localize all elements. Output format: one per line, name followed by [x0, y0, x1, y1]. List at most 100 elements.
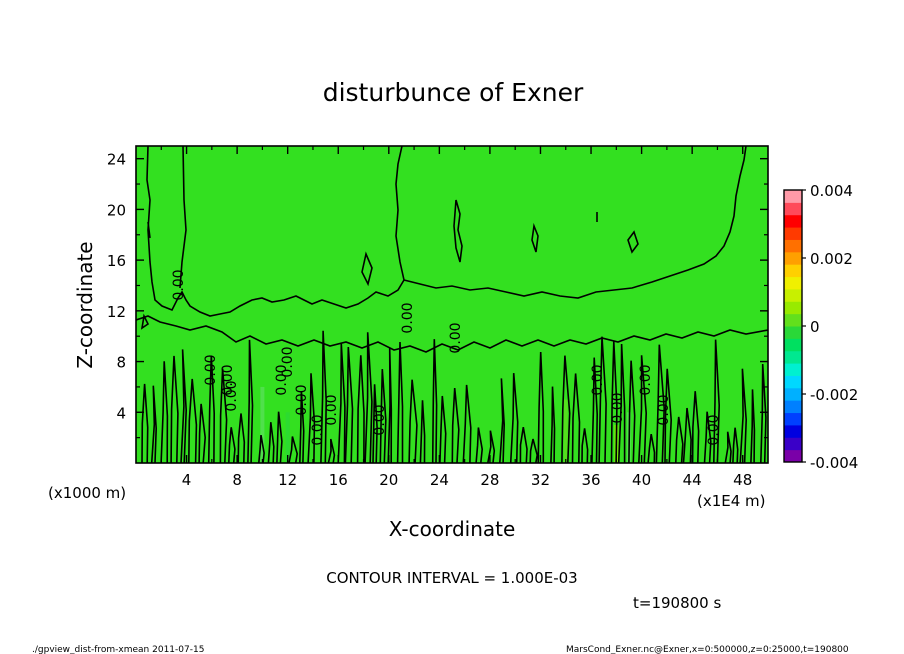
colorbar-cell	[784, 190, 802, 203]
contour-loop	[732, 427, 739, 463]
contour-loop	[150, 385, 158, 463]
contour-loop	[739, 368, 748, 463]
contour-label: 0.00	[610, 392, 626, 423]
contour-loop	[267, 422, 275, 463]
contour-labels: 0.000.00 0.000.000.000.000.000.000.00 0.00…	[171, 269, 722, 445]
contour-loop	[760, 363, 767, 463]
contour-loop	[198, 403, 207, 463]
contour-loop	[364, 332, 373, 463]
contour-label: 0.00	[224, 380, 240, 411]
contour-loop	[439, 395, 447, 463]
colorbar-label: 0	[810, 318, 820, 336]
colorbar-cell	[784, 251, 802, 265]
contour-loop	[617, 343, 626, 463]
contour-loop	[408, 379, 418, 463]
contour-loop	[610, 341, 618, 463]
contour-loop	[307, 373, 316, 463]
y-tick-label: 12	[107, 303, 126, 321]
contour-lines	[136, 146, 768, 353]
contour-label: 0.00	[280, 346, 296, 377]
contour-loop	[682, 407, 692, 463]
colorbar-cell	[784, 449, 802, 463]
chart-title: disturbunce of Exner	[323, 78, 584, 107]
y-tick-label: 24	[107, 151, 126, 169]
contour-loop	[628, 360, 636, 463]
contour-interval: CONTOUR INTERVAL = 1.000E-03	[326, 569, 577, 587]
contour-loop	[219, 368, 228, 463]
colorbar-label: -0.004	[810, 454, 858, 472]
colorbar-cell	[784, 400, 802, 414]
contour-label: 0.00	[448, 322, 464, 353]
contour-loop	[571, 373, 581, 463]
field-patch	[285, 412, 290, 463]
contour-loop	[519, 426, 528, 463]
y-tick-label: 4	[116, 404, 126, 422]
x-tick-label: 40	[632, 471, 651, 489]
contour-loop	[537, 351, 545, 463]
x-tick-label: 8	[232, 471, 242, 489]
field-patch	[260, 386, 265, 463]
contour-label: 0.00	[590, 364, 606, 395]
contour-loop	[462, 384, 472, 463]
colorbar-cell	[784, 227, 802, 240]
contour-loop	[475, 427, 484, 463]
contour-loop	[228, 427, 236, 463]
contour-loop	[713, 339, 721, 463]
contour-loop	[581, 428, 589, 463]
contour-loop	[509, 373, 519, 463]
contour-loop	[724, 431, 732, 463]
contour-loop	[160, 361, 169, 463]
contour-loop	[647, 433, 656, 463]
colorbar-cell	[784, 363, 802, 376]
contour-loop	[691, 391, 700, 463]
y-axis-title: Z-coordinate	[73, 241, 97, 368]
contour-loop	[288, 436, 299, 463]
contour-loop	[675, 416, 684, 463]
contour-loop	[655, 344, 666, 463]
contour-loop	[207, 355, 216, 463]
contour-loop	[499, 378, 506, 463]
lower-contours	[141, 330, 767, 463]
contour-loop	[591, 357, 599, 463]
x-unit-label: (x1000 m)	[48, 484, 126, 502]
contour-loop	[431, 339, 438, 463]
y-tick-label: 8	[116, 354, 126, 372]
contour-label: 0.00	[706, 414, 722, 445]
x-tick-label: 4	[182, 471, 192, 489]
x-axis: 4 8 12 16 20 24 28 32 36 40 44 48	[160, 146, 752, 489]
contour-loop	[276, 411, 283, 463]
contour-loop	[638, 355, 648, 463]
colorbar-cell	[784, 350, 802, 364]
contour-loop	[141, 383, 149, 463]
field-background	[136, 146, 768, 463]
contour-loop	[664, 368, 673, 463]
contour-loop	[180, 349, 188, 463]
x-scale-label: (x1E4 m)	[697, 492, 766, 510]
y-axis: 4 8 12 16 20 24	[107, 151, 768, 439]
contour-loop	[327, 438, 336, 463]
y-tick-label: 16	[107, 252, 126, 270]
contour-label: 0.00	[310, 414, 326, 445]
colorbar-cell	[784, 338, 802, 352]
contour-loop	[258, 434, 265, 463]
contour-loop	[561, 355, 571, 463]
contour-label: 0.00	[274, 364, 290, 395]
colorbar-cell	[784, 276, 802, 290]
contour-loop	[750, 389, 756, 463]
colorbar-cell	[784, 375, 802, 389]
colorbar-cell	[784, 424, 802, 438]
colorbar-cell	[784, 313, 802, 327]
x-tick-label: 36	[581, 471, 600, 489]
y-tick-label: 20	[107, 201, 126, 219]
colorbar-cell	[784, 239, 802, 253]
field-patch	[563, 399, 568, 463]
colorbar-cell	[784, 387, 802, 401]
contour-loop	[337, 343, 346, 463]
contour-loop	[188, 378, 198, 463]
x-tick-label: 44	[683, 471, 702, 489]
colorbar-cell	[784, 288, 802, 302]
colorbar-cell	[784, 437, 802, 451]
contour-loop	[320, 330, 328, 463]
contour-loop	[550, 386, 556, 463]
